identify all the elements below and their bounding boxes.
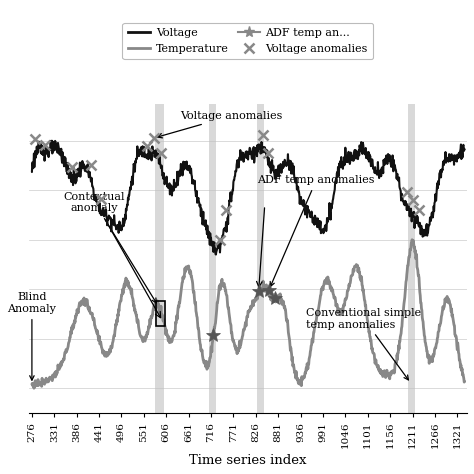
- Bar: [155, 104, 164, 413]
- Bar: [256, 104, 264, 413]
- Text: ADF temp anomalies: ADF temp anomalies: [257, 175, 375, 286]
- X-axis label: Time series index: Time series index: [189, 454, 307, 467]
- Legend: Voltage, Temperature, ADF temp an..., Voltage anomalies: Voltage, Temperature, ADF temp an..., Vo…: [122, 22, 373, 59]
- Bar: [408, 104, 415, 413]
- Bar: [156, 301, 165, 326]
- Bar: [209, 104, 216, 413]
- Text: Contextual
anomaly: Contextual anomaly: [64, 192, 156, 303]
- Text: Conventional simple
temp anomalies: Conventional simple temp anomalies: [306, 308, 421, 380]
- Text: Voltage anomalies: Voltage anomalies: [158, 111, 283, 138]
- Text: Blind
Anomaly: Blind Anomaly: [8, 292, 56, 380]
